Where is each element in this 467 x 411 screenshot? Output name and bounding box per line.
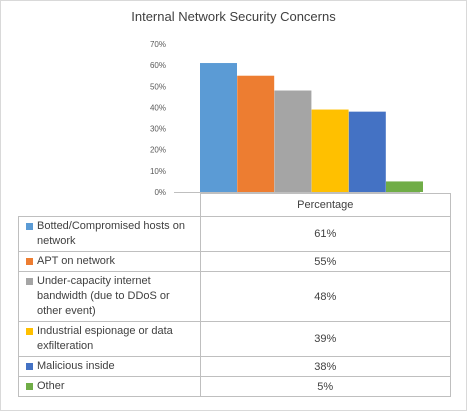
table-row: APT on network 55% <box>18 251 451 272</box>
data-table: Percentage Botted/Compromised hosts on n… <box>18 193 451 397</box>
table-header-row: Percentage <box>18 193 451 217</box>
data-label: 48% <box>199 271 451 322</box>
legend-swatch <box>26 383 33 390</box>
bar-2 <box>237 75 275 192</box>
chart-title: Internal Network Security Concerns <box>131 9 336 24</box>
series-name: Botted/Compromised hosts on network <box>37 220 185 247</box>
y-tick-label: 20% <box>150 146 166 155</box>
bars <box>200 63 423 193</box>
y-tick-label: 0% <box>154 188 166 197</box>
legend-swatch <box>26 223 33 230</box>
legend-entry: Other <box>18 376 201 397</box>
data-label: 55% <box>199 251 451 272</box>
data-label: 5% <box>199 376 451 397</box>
table-row: Botted/Compromised hosts on network 61% <box>18 216 451 252</box>
y-axis: 0% 10% 20% 30% 40% 50% 60% 70% <box>150 40 166 197</box>
series-name: Other <box>37 380 65 392</box>
legend-swatch <box>26 363 33 370</box>
legend-entry: APT on network <box>18 251 201 272</box>
bar-4 <box>311 109 349 192</box>
bar-5 <box>348 111 386 192</box>
series-name: Industrial espionage or data exfilterati… <box>37 325 173 352</box>
legend-entry: Botted/Compromised hosts on network <box>18 216 201 252</box>
table-row: Other 5% <box>18 376 451 397</box>
legend-swatch <box>26 258 33 265</box>
data-label: 38% <box>199 356 451 377</box>
series-name: Under-capacity internet bandwidth (due t… <box>37 275 170 317</box>
data-label: 61% <box>199 216 451 252</box>
table-row: Industrial espionage or data exfilterati… <box>18 321 451 357</box>
legend-swatch <box>26 278 33 285</box>
series-name: APT on network <box>37 255 116 267</box>
y-tick-label: 10% <box>150 167 166 176</box>
y-tick-label: 70% <box>150 40 166 49</box>
table-row: Malicious inside 38% <box>18 356 451 377</box>
y-tick-label: 30% <box>150 125 166 134</box>
table-row: Under-capacity internet bandwidth (due t… <box>18 271 451 322</box>
y-tick-label: 60% <box>150 61 166 70</box>
data-label: 39% <box>199 321 451 357</box>
bar-3 <box>274 90 312 192</box>
legend-swatch <box>26 328 33 335</box>
legend-entry: Malicious inside <box>18 356 201 377</box>
y-tick-label: 40% <box>150 103 166 112</box>
legend-entry: Under-capacity internet bandwidth (due t… <box>18 271 201 322</box>
bar-6 <box>386 181 423 192</box>
category-label: Percentage <box>199 193 451 217</box>
bar-1 <box>200 63 237 193</box>
table-corner <box>18 193 201 217</box>
bar-plot: 0% 10% 20% 30% 40% 50% 60% 70% <box>150 40 423 197</box>
series-name: Malicious inside <box>37 360 115 372</box>
legend-entry: Industrial espionage or data exfilterati… <box>18 321 201 357</box>
y-tick-label: 50% <box>150 82 166 91</box>
